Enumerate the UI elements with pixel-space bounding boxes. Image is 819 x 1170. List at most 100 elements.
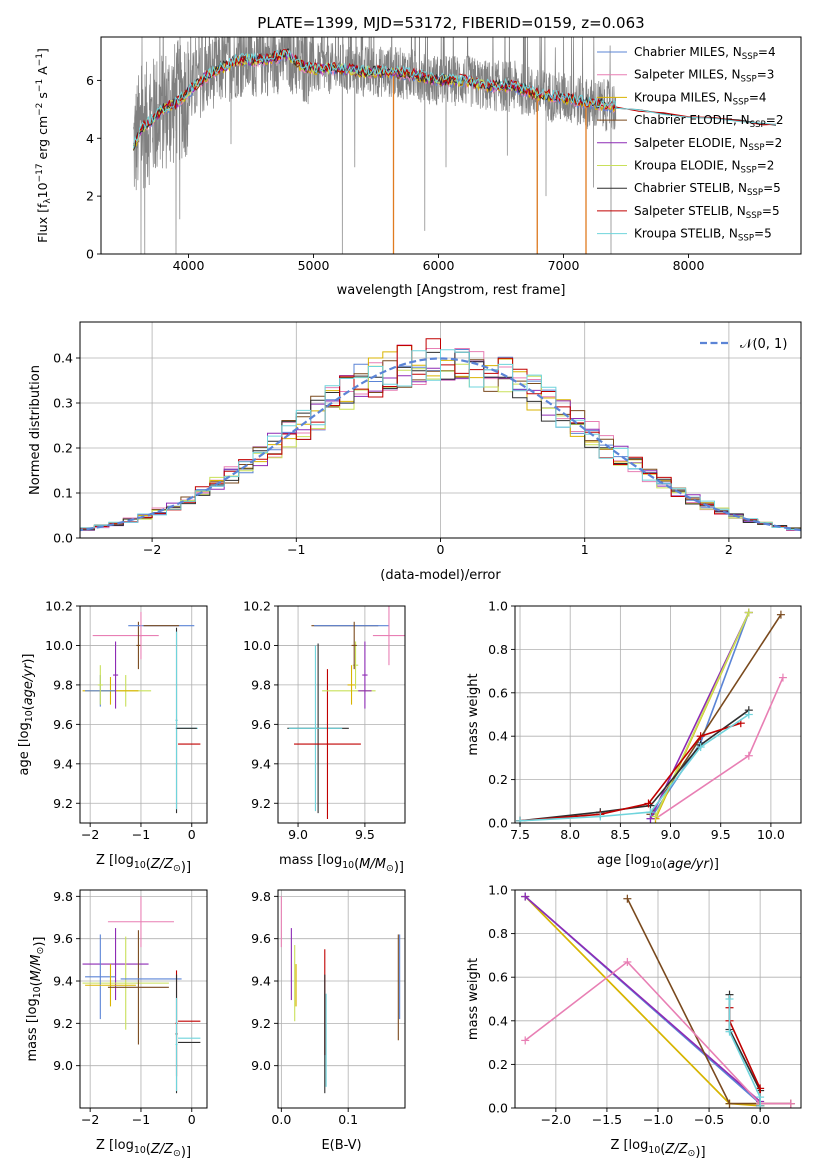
series-line [655, 677, 784, 820]
y-tick-label: 9.2 [251, 796, 271, 811]
y-tick-label: 2 [86, 189, 94, 204]
x-tick-label: −2 [143, 542, 161, 557]
y-tick-label: 4 [86, 131, 94, 146]
plus-marker [744, 751, 753, 760]
legend-label: Kroupa MILES, NSSP=4 [634, 90, 767, 107]
errorbar-point [288, 645, 343, 812]
x-tick-label: −0.5 [694, 1112, 724, 1127]
errorbar-point [175, 997, 178, 1092]
y-tick-label: 9.2 [251, 1016, 271, 1031]
axes-frame [79, 605, 208, 824]
y-tick-label: 9.8 [251, 889, 271, 904]
y-tick-label: 9.6 [53, 931, 73, 946]
y-axis-label: age [log10(age/yr)] [17, 653, 36, 775]
plus-marker [756, 1084, 765, 1093]
x-axis-label: age [log10(age/yr)] [597, 853, 719, 872]
axes-frame [277, 605, 406, 824]
y-tick-label: 9.6 [251, 931, 271, 946]
x-tick-label: 0.0 [750, 1112, 770, 1127]
x-axis-label: Z [log10(Z/Z⊙)] [610, 1138, 705, 1160]
data-spectrum [133, 37, 617, 254]
y-tick-label: 9.4 [251, 756, 271, 771]
legend: Chabrier MILES, NSSP=4 Salpeter MILES, NS… [597, 45, 783, 244]
series-line [519, 713, 750, 822]
errorbar-point [347, 665, 356, 705]
y-tick-label: 1.0 [488, 599, 508, 614]
x-tick-label: 8000 [673, 258, 705, 273]
series-line [524, 895, 761, 1103]
mass-weight-vs-Z-panel: −2.0 −1.5 −1.0 −0.5 0.0 0.0 0.2 0.4 0.6 0.8 1.0 Z [… [466, 883, 802, 1160]
plus-marker [744, 710, 753, 719]
plus-marker [725, 1027, 734, 1036]
errorbar-point [97, 665, 103, 705]
errorbar-plot [82, 896, 201, 1094]
line-plot [516, 608, 787, 825]
residual-plot [80, 338, 801, 533]
errorbar-point [82, 928, 149, 1001]
age-vs-Z-panel: −2 −1 0 9.2 9.4 9.6 9.8 10.0 10.2 Z [log10(Z/Z⊙)]… [17, 599, 208, 875]
plus-marker [521, 1036, 530, 1045]
y-tick-label: 9.4 [53, 756, 73, 771]
errorbar-plot [280, 896, 401, 1094]
x-tick-label: 0 [188, 1112, 196, 1127]
x-tick-label: 0 [437, 542, 445, 557]
y-tick-label: 0.0 [53, 531, 73, 546]
y-tick-label: 0.6 [488, 685, 508, 700]
spectrum-panel: PLATE=1399, MJD=53172, FIBERID=0159, z=0… [35, 14, 802, 298]
y-tick-label: 0.8 [488, 926, 508, 941]
y-tick-label: 9.6 [53, 717, 73, 732]
plus-marker [744, 608, 753, 617]
legend-label: Kroupa ELODIE, NSSP=2 [634, 159, 774, 176]
x-tick-label: 1 [581, 542, 589, 557]
x-axis-label: wavelength [Angstrom, rest frame] [337, 283, 566, 298]
errorbar-point [351, 621, 357, 670]
residual-panel: −2 −1 0 1 2 0.0 0.1 0.2 0.3 0.4 (data-model)/error… [28, 321, 802, 583]
errorbar-point [139, 611, 142, 660]
y-tick-label: 10.0 [243, 638, 271, 653]
y-axis-label: Flux [fλ10−17 erg cm−2 s−1 A−1] [35, 48, 53, 243]
y-tick-label: 9.8 [251, 677, 271, 692]
series-line [519, 722, 742, 822]
x-tick-label: 9.0 [661, 827, 681, 842]
x-tick-label: 7.5 [510, 827, 530, 842]
x-tick-label: 10.0 [757, 827, 785, 842]
x-tick-label: −1.0 [643, 1112, 673, 1127]
series-line [728, 999, 761, 1106]
x-tick-label: −1 [287, 542, 305, 557]
errorbar-point [372, 606, 405, 666]
y-axis-label: mass weight [466, 958, 481, 1040]
errorbar-point [136, 621, 141, 670]
histogram-step [80, 349, 801, 532]
x-tick-label: −1 [132, 827, 150, 842]
plus-marker [646, 808, 655, 817]
x-tick-label: 7000 [548, 258, 580, 273]
legend-label: 𝒩(0, 1) [740, 337, 787, 352]
x-tick-label: −1.5 [592, 1112, 622, 1127]
y-axis-label: mass weight [466, 673, 481, 755]
x-axis-label: (data-model)/error [380, 568, 501, 583]
y-tick-label: 0.2 [488, 772, 508, 787]
y-tick-label: 0 [86, 247, 94, 262]
x-tick-label: 4000 [173, 258, 205, 273]
plus-marker [644, 799, 653, 808]
x-tick-label: 5000 [298, 258, 330, 273]
x-axis-label: mass [log10(M/M⊙)] [279, 853, 404, 875]
y-tick-label: 0.0 [488, 816, 508, 831]
axes-frame [277, 889, 406, 1109]
y-tick-label: 10.2 [45, 599, 73, 614]
y-tick-label: 9.0 [53, 1058, 73, 1073]
legend-label: Kroupa STELIB, NSSP=5 [634, 227, 772, 244]
errorbar-point [294, 669, 361, 820]
plus-marker [696, 743, 705, 752]
errorbar-point [85, 964, 136, 1007]
y-tick-label: 0.1 [53, 486, 73, 501]
legend-label: Salpeter STELIB, NSSP=5 [634, 204, 780, 221]
y-tick-label: 6 [86, 73, 94, 88]
y-axis-label: Normed distribution [28, 365, 43, 495]
plus-marker [623, 957, 632, 966]
y-tick-label: 0.6 [488, 970, 508, 985]
y-tick-label: 9.8 [53, 677, 73, 692]
y-tick-label: 0.4 [53, 351, 73, 366]
plus-marker [776, 610, 785, 619]
